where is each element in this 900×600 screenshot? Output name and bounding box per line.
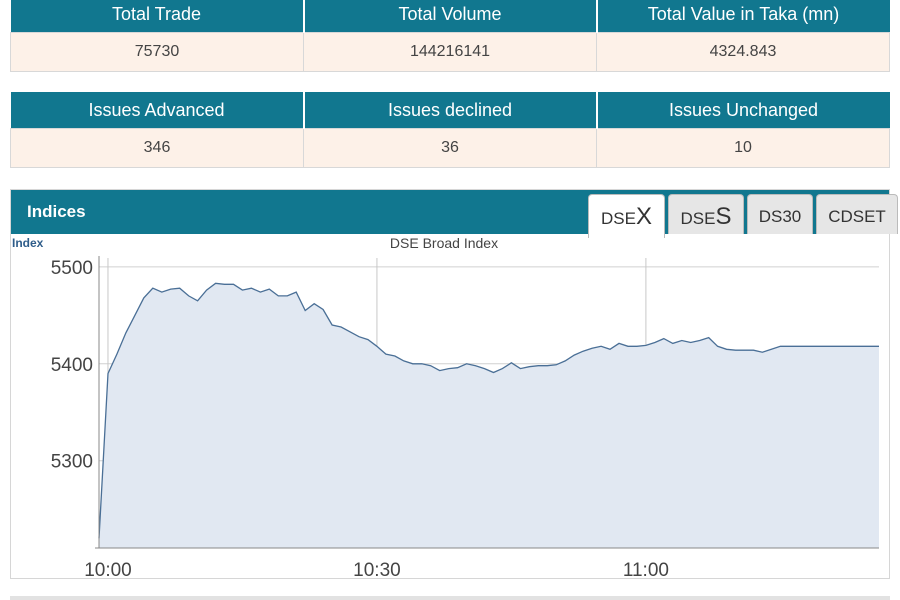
y-tick-label: 5400 xyxy=(51,355,93,376)
indices-panel: Indices DSEX DSES DS30 CDSET 5500 5400 530… xyxy=(10,189,898,579)
x-tick-label: 10:00 xyxy=(84,560,132,578)
issues-unchanged-header: Issues Unchanged xyxy=(595,92,890,129)
tab-cdset-label: CDSET xyxy=(828,207,886,226)
tab-dsex[interactable]: DSEX xyxy=(588,194,665,238)
total-value-value: 4324.843 xyxy=(596,32,890,72)
dse-broad-index-chart: 5500 5400 5300 10:00 10:30 11:00 DSE Broad In… xyxy=(12,235,879,578)
tab-dsex-suffix: X xyxy=(635,203,652,230)
issues-advanced-header: Issues Advanced xyxy=(10,92,304,129)
index-series-line xyxy=(98,282,879,539)
total-value-header: Total Value in Taka (mn) xyxy=(595,0,890,33)
issues-summary-table: Issues Advanced Issues declined Issues U… xyxy=(10,92,890,168)
tab-ds30-label: DS30 xyxy=(758,207,802,226)
tab-dsex-prefix: DSE xyxy=(601,209,636,228)
index-area-fill xyxy=(99,283,879,548)
chart-title: DSE Broad Index xyxy=(390,235,498,251)
total-trade-value: 75730 xyxy=(10,32,304,72)
x-tick-label: 11:00 xyxy=(623,560,669,578)
total-volume-value: 144216141 xyxy=(303,32,597,72)
indices-title: Indices xyxy=(27,202,86,221)
tab-ds30[interactable]: DS30 xyxy=(747,194,813,234)
tab-dses-prefix: DSE xyxy=(680,209,716,228)
market-summary-table: Total Trade Total Volume Total Value in … xyxy=(10,0,890,72)
tab-dses-suffix: S xyxy=(715,203,732,230)
footer-divider xyxy=(10,596,890,600)
tab-cdset[interactable]: CDSET xyxy=(816,194,898,234)
chart-axes: 5500 5400 5300 10:00 10:30 11:00 xyxy=(51,256,879,578)
y-tick-label: 5500 xyxy=(51,258,93,279)
y-tick-label: 5300 xyxy=(51,452,93,473)
issues-advanced-value: 346 xyxy=(10,128,304,168)
total-trade-header: Total Trade xyxy=(10,0,304,33)
issues-declined-header: Issues declined xyxy=(302,92,597,129)
tab-dses[interactable]: DSES xyxy=(668,194,744,234)
y-axis-label: Index xyxy=(12,236,44,250)
issues-declined-value: 36 xyxy=(303,128,597,168)
x-tick-label: 10:30 xyxy=(353,560,401,578)
total-volume-header: Total Volume xyxy=(302,0,597,33)
issues-unchanged-value: 10 xyxy=(596,128,890,168)
